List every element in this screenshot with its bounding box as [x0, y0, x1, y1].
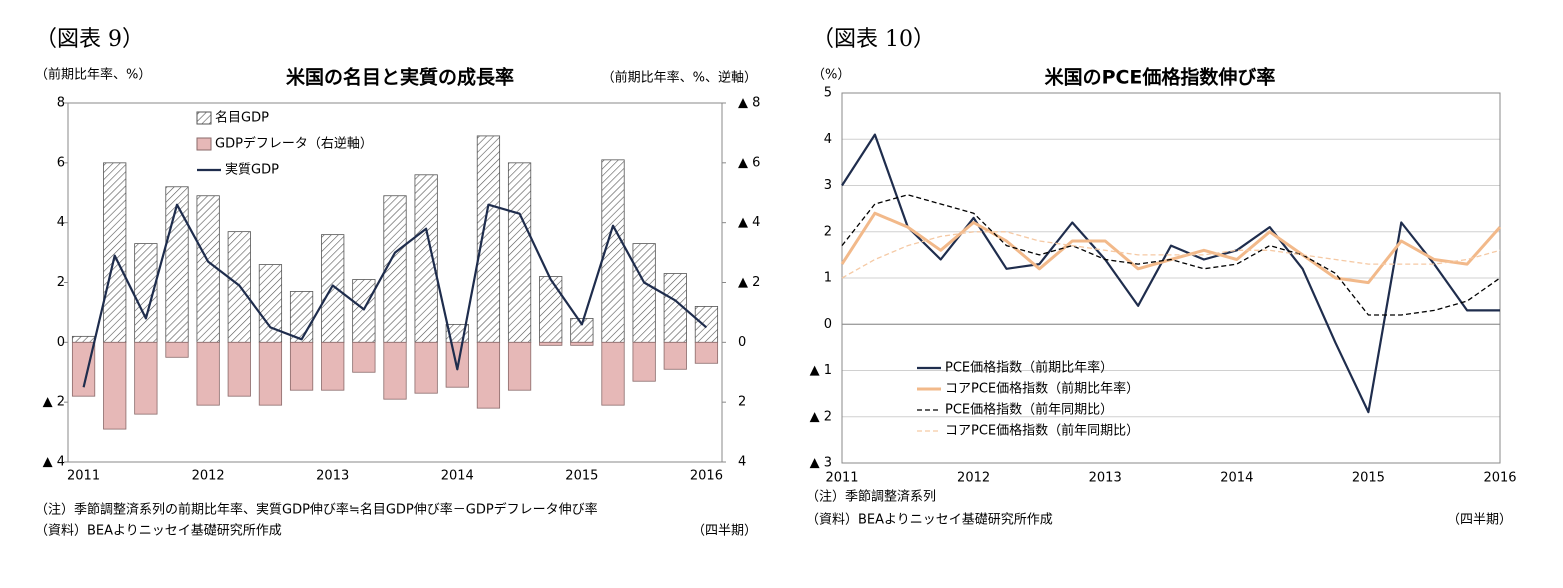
y-tick-label: 0 — [824, 317, 832, 332]
y-tick-label: 2 — [57, 275, 65, 290]
y2-tick-label: 2 — [738, 395, 746, 410]
y-tick-label: ▲ 1 — [810, 363, 832, 378]
chart-title: 米国のPCE価格指数伸び率 — [1045, 66, 1276, 89]
y-tick-label: 8 — [57, 96, 65, 111]
y-tick-label: ▲ 2 — [43, 395, 65, 410]
x-tick-label: 2011 — [825, 471, 858, 486]
y-tick-label: 3 — [824, 178, 832, 193]
y-tick-label: 5 — [824, 86, 832, 101]
plot-frame — [67, 102, 723, 463]
series-line — [841, 231, 1501, 279]
x-tick-label: 2016 — [1483, 471, 1516, 486]
bar — [321, 341, 345, 391]
bar — [476, 341, 501, 409]
y-tick-label: ▲ 4 — [43, 455, 65, 470]
bar — [196, 195, 220, 343]
bar — [476, 135, 501, 343]
x-tick-label: 2014 — [1220, 471, 1253, 486]
legend-label: コアPCE価格指数（前期比年率） — [945, 381, 1139, 397]
y2-axis-label: （前期比年率、%、逆軸） — [602, 70, 757, 86]
y-tick-label: 6 — [57, 155, 65, 170]
bar — [601, 341, 625, 406]
bar — [103, 341, 127, 430]
bar — [507, 341, 532, 391]
legend-label: PCE価格指数（前年同期比） — [945, 402, 1113, 418]
bar — [196, 341, 220, 406]
legend-label: コアPCE価格指数（前年同期比） — [945, 423, 1139, 439]
legend-label: 実質GDP — [225, 162, 279, 178]
y-tick-label: 4 — [57, 215, 65, 230]
bar — [321, 234, 345, 343]
bar — [258, 341, 283, 406]
legend-swatch — [196, 137, 212, 151]
bar — [632, 341, 656, 382]
bar — [103, 162, 127, 343]
bar — [539, 341, 563, 346]
bar — [414, 174, 438, 343]
bar — [352, 341, 376, 373]
y2-tick-label: ▲ 2 — [738, 275, 760, 290]
bar — [352, 279, 376, 343]
bar — [694, 306, 719, 343]
bar — [71, 341, 96, 397]
x-tick-label: 2012 — [957, 471, 990, 486]
bar — [165, 341, 189, 358]
legend-label: GDPデフレータ（右逆軸） — [215, 136, 373, 152]
bar — [227, 341, 251, 397]
y-tick-label: ▲ 2 — [810, 409, 832, 424]
x-tick-label: 2015 — [1352, 471, 1385, 486]
y-tick-label: 4 — [824, 132, 832, 147]
bar — [383, 341, 407, 400]
x-tick-label: 2012 — [192, 469, 225, 484]
y2-tick-label: ▲ 4 — [738, 215, 760, 230]
note: （注）季節調整済系列 — [806, 489, 936, 505]
x-tick-label: 2014 — [441, 469, 474, 484]
bar — [632, 243, 656, 343]
x-tick-label: 2015 — [565, 469, 598, 484]
bar — [165, 186, 189, 343]
bar — [539, 276, 563, 343]
x-tick-label: 2013 — [316, 469, 349, 484]
note: （注）季節調整済系列の前期比年率、実質GDP伸び率≒名目GDP伸び率－GDPデフ… — [35, 502, 598, 518]
y-tick-label: ▲ 3 — [810, 456, 832, 471]
note: （資料）BEAよりニッセイ基礎研究所作成 — [35, 524, 282, 539]
y-axis-label: （%） — [812, 68, 850, 83]
x-axis-label: （四半期） — [692, 524, 757, 539]
y-tick-label: 2 — [824, 224, 832, 239]
legend-swatch — [196, 111, 212, 125]
y2-tick-label: ▲ 6 — [738, 155, 760, 170]
note: （資料）BEAよりニッセイ基礎研究所作成 — [806, 513, 1053, 528]
bar — [71, 335, 96, 343]
bar — [134, 341, 158, 415]
bar — [289, 291, 314, 343]
bar — [694, 341, 719, 364]
chart-title: 米国の名目と実質の成長率 — [286, 66, 514, 89]
series-line — [841, 133, 1500, 414]
bar — [570, 341, 594, 346]
y-tick-label: 0 — [57, 335, 65, 350]
bar — [414, 341, 438, 394]
x-tick-label: 2013 — [1089, 471, 1122, 486]
y-axis-label: （前期比年率、%） — [35, 67, 151, 83]
figure-label: （図表 10） — [812, 27, 935, 52]
y-tick-label: 1 — [824, 271, 832, 286]
y2-tick-label: 4 — [738, 455, 746, 470]
series-line — [841, 194, 1501, 316]
x-tick-label: 2016 — [690, 469, 723, 484]
y2-tick-label: ▲ 8 — [738, 96, 760, 111]
bar — [289, 341, 314, 391]
x-tick-label: 2011 — [67, 469, 100, 484]
series-line — [82, 203, 708, 388]
y2-tick-label: 0 — [738, 335, 746, 350]
legend-label: PCE価格指数（前期比年率） — [945, 360, 1113, 376]
legend-label: 名目GDP — [215, 110, 269, 126]
figure-label: （図表 9） — [35, 27, 144, 52]
bar — [663, 341, 687, 370]
x-axis-label: （四半期） — [1447, 513, 1512, 528]
bar — [507, 162, 532, 343]
